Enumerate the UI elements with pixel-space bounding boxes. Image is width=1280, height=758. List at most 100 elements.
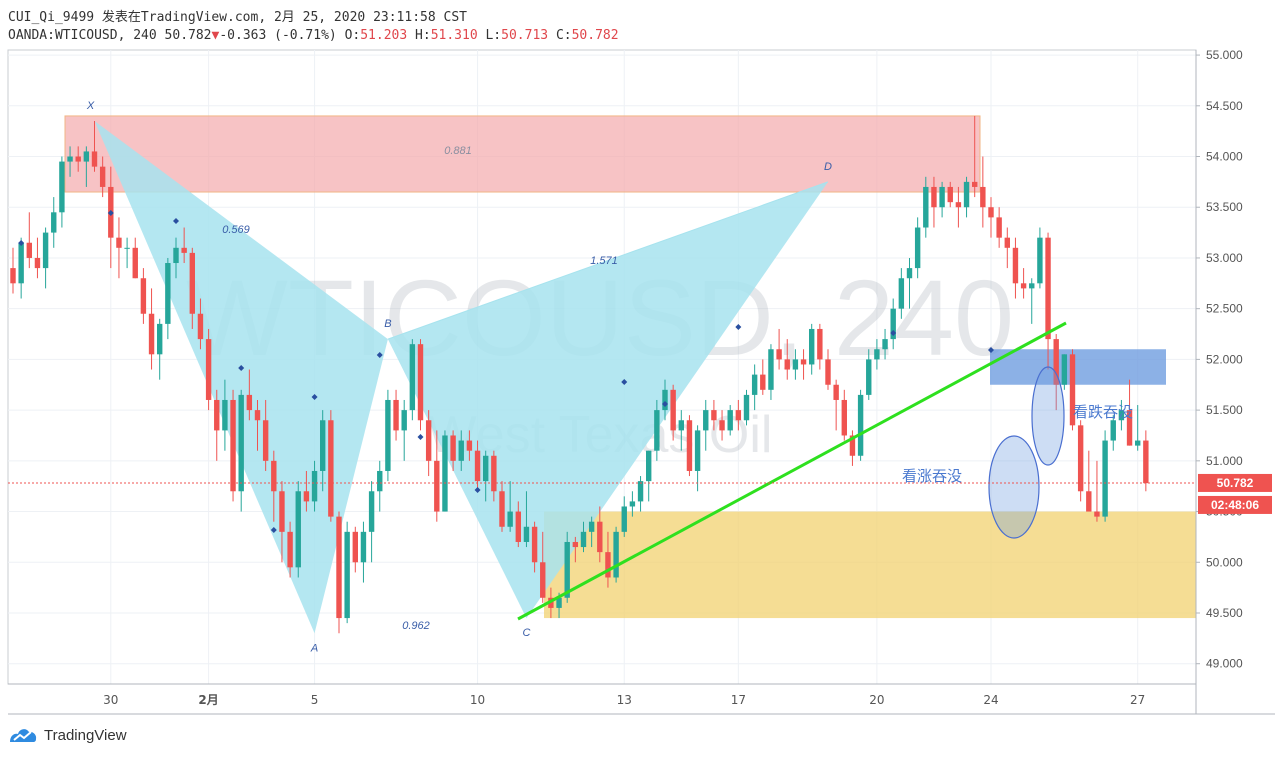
candle-body xyxy=(222,399,228,431)
candle-body xyxy=(825,359,831,385)
candle-body xyxy=(1077,425,1084,492)
candle-body xyxy=(474,450,481,482)
candle-body xyxy=(809,328,815,365)
bullish-engulfing-label: 看涨吞没 xyxy=(902,467,962,485)
signal-marker-diamond xyxy=(18,240,25,246)
candle-body xyxy=(841,399,847,436)
pattern-triangle-xab[interactable] xyxy=(94,121,388,634)
candle-body xyxy=(703,410,709,431)
candle-body xyxy=(189,252,195,314)
price-tick-label: 54.500 xyxy=(1206,99,1243,113)
tradingview-logo-icon xyxy=(10,729,37,742)
time-tick-label: 2月 xyxy=(198,693,218,707)
candle-body xyxy=(605,552,611,578)
candle-body xyxy=(434,460,440,512)
candle-body xyxy=(760,374,766,390)
bullish-engulfing-ellipse[interactable] xyxy=(988,435,1040,539)
tradingview-footer[interactable]: TradingView xyxy=(8,726,127,744)
price-tick-label: 55.000 xyxy=(1206,48,1243,62)
candle-body xyxy=(882,339,888,350)
pattern-ratio-label: 0.962 xyxy=(402,620,430,632)
candle-body xyxy=(271,460,277,492)
candles xyxy=(10,115,1149,634)
candle-body xyxy=(1110,420,1116,441)
signal-marker-diamond xyxy=(417,434,424,440)
price-tick-label: 53.500 xyxy=(1206,200,1243,214)
candle-body xyxy=(597,521,603,553)
candle-body xyxy=(646,450,652,482)
candle-body xyxy=(165,263,171,324)
candle-body xyxy=(238,394,244,492)
signal-marker-diamond xyxy=(662,401,668,407)
candle-body xyxy=(817,328,823,360)
time-tick-label: 30 xyxy=(103,693,118,707)
bearish-engulfing-label: 看跌吞没 xyxy=(1073,403,1133,421)
candle-body xyxy=(99,166,106,187)
candle-body xyxy=(955,202,962,208)
zone-resistance[interactable] xyxy=(64,115,981,193)
signal-marker-diamond xyxy=(107,210,114,216)
candle-body xyxy=(662,389,668,411)
candle-body xyxy=(91,151,98,167)
last-price-badge xyxy=(1198,473,1272,492)
candle-body xyxy=(132,247,138,279)
signal-marker-diamond xyxy=(173,218,179,224)
candle-body xyxy=(75,156,81,162)
signal-marker-diamond xyxy=(890,330,897,336)
candle-body xyxy=(214,399,220,431)
price-tick-label: 50.000 xyxy=(1206,555,1243,569)
candle-body xyxy=(1118,410,1125,421)
candle-body xyxy=(531,526,538,563)
last-price: 50.782 xyxy=(164,28,212,43)
candle-body xyxy=(26,242,32,258)
bearish-engulfing-ellipse[interactable] xyxy=(1031,366,1065,466)
zone-blue-zone[interactable] xyxy=(990,349,1166,385)
signal-marker-diamond xyxy=(270,527,277,533)
candle-body xyxy=(483,455,489,482)
candle-body xyxy=(515,511,521,542)
signal-marker-diamond xyxy=(238,365,245,371)
candle-body xyxy=(311,470,318,502)
candle-body xyxy=(898,278,905,309)
candle-body xyxy=(401,410,407,431)
price-tick-label: 52.500 xyxy=(1206,302,1243,316)
candle-body xyxy=(980,186,986,208)
candle-body xyxy=(694,430,701,471)
candle-body xyxy=(491,455,497,492)
signal-marker-diamond xyxy=(621,379,628,385)
price-tick-label: 54.000 xyxy=(1206,150,1243,164)
price-change: -0.363 (-0.71%) xyxy=(219,28,337,43)
price-tick-label: 53.000 xyxy=(1206,251,1243,265)
candle-body xyxy=(246,394,253,411)
price-tick-label: 52.000 xyxy=(1206,352,1243,366)
trend-line[interactable] xyxy=(517,321,1067,621)
high-value: 51.310 xyxy=(430,28,478,43)
candle-body xyxy=(279,491,285,532)
last-price-badge-text: 50.782 xyxy=(1217,476,1254,490)
symbol-label[interactable]: OANDA:WTICOUSD, 240 xyxy=(8,28,157,43)
candle-body xyxy=(564,541,570,598)
candle-body xyxy=(637,481,644,502)
candle-body xyxy=(792,359,799,370)
candle-body xyxy=(572,541,579,548)
candle-body xyxy=(450,435,456,461)
candle-body xyxy=(51,212,57,233)
low-value: 50.713 xyxy=(501,28,549,43)
candle-body xyxy=(18,242,24,284)
candle-body xyxy=(303,491,310,502)
candle-body xyxy=(116,237,122,248)
open-value: 51.203 xyxy=(360,28,408,43)
signal-marker-diamond xyxy=(988,347,994,353)
candle-body xyxy=(507,511,513,527)
pattern-triangle-bcd[interactable] xyxy=(387,181,828,619)
candle-body xyxy=(629,501,636,507)
candle-body xyxy=(442,435,448,512)
candle-body xyxy=(1004,237,1010,248)
candle-body xyxy=(621,506,627,532)
candle-body xyxy=(287,531,293,568)
candle-body xyxy=(140,278,147,314)
zone-support[interactable] xyxy=(544,511,1196,619)
candle-body xyxy=(923,186,929,228)
candle-body xyxy=(972,181,978,187)
